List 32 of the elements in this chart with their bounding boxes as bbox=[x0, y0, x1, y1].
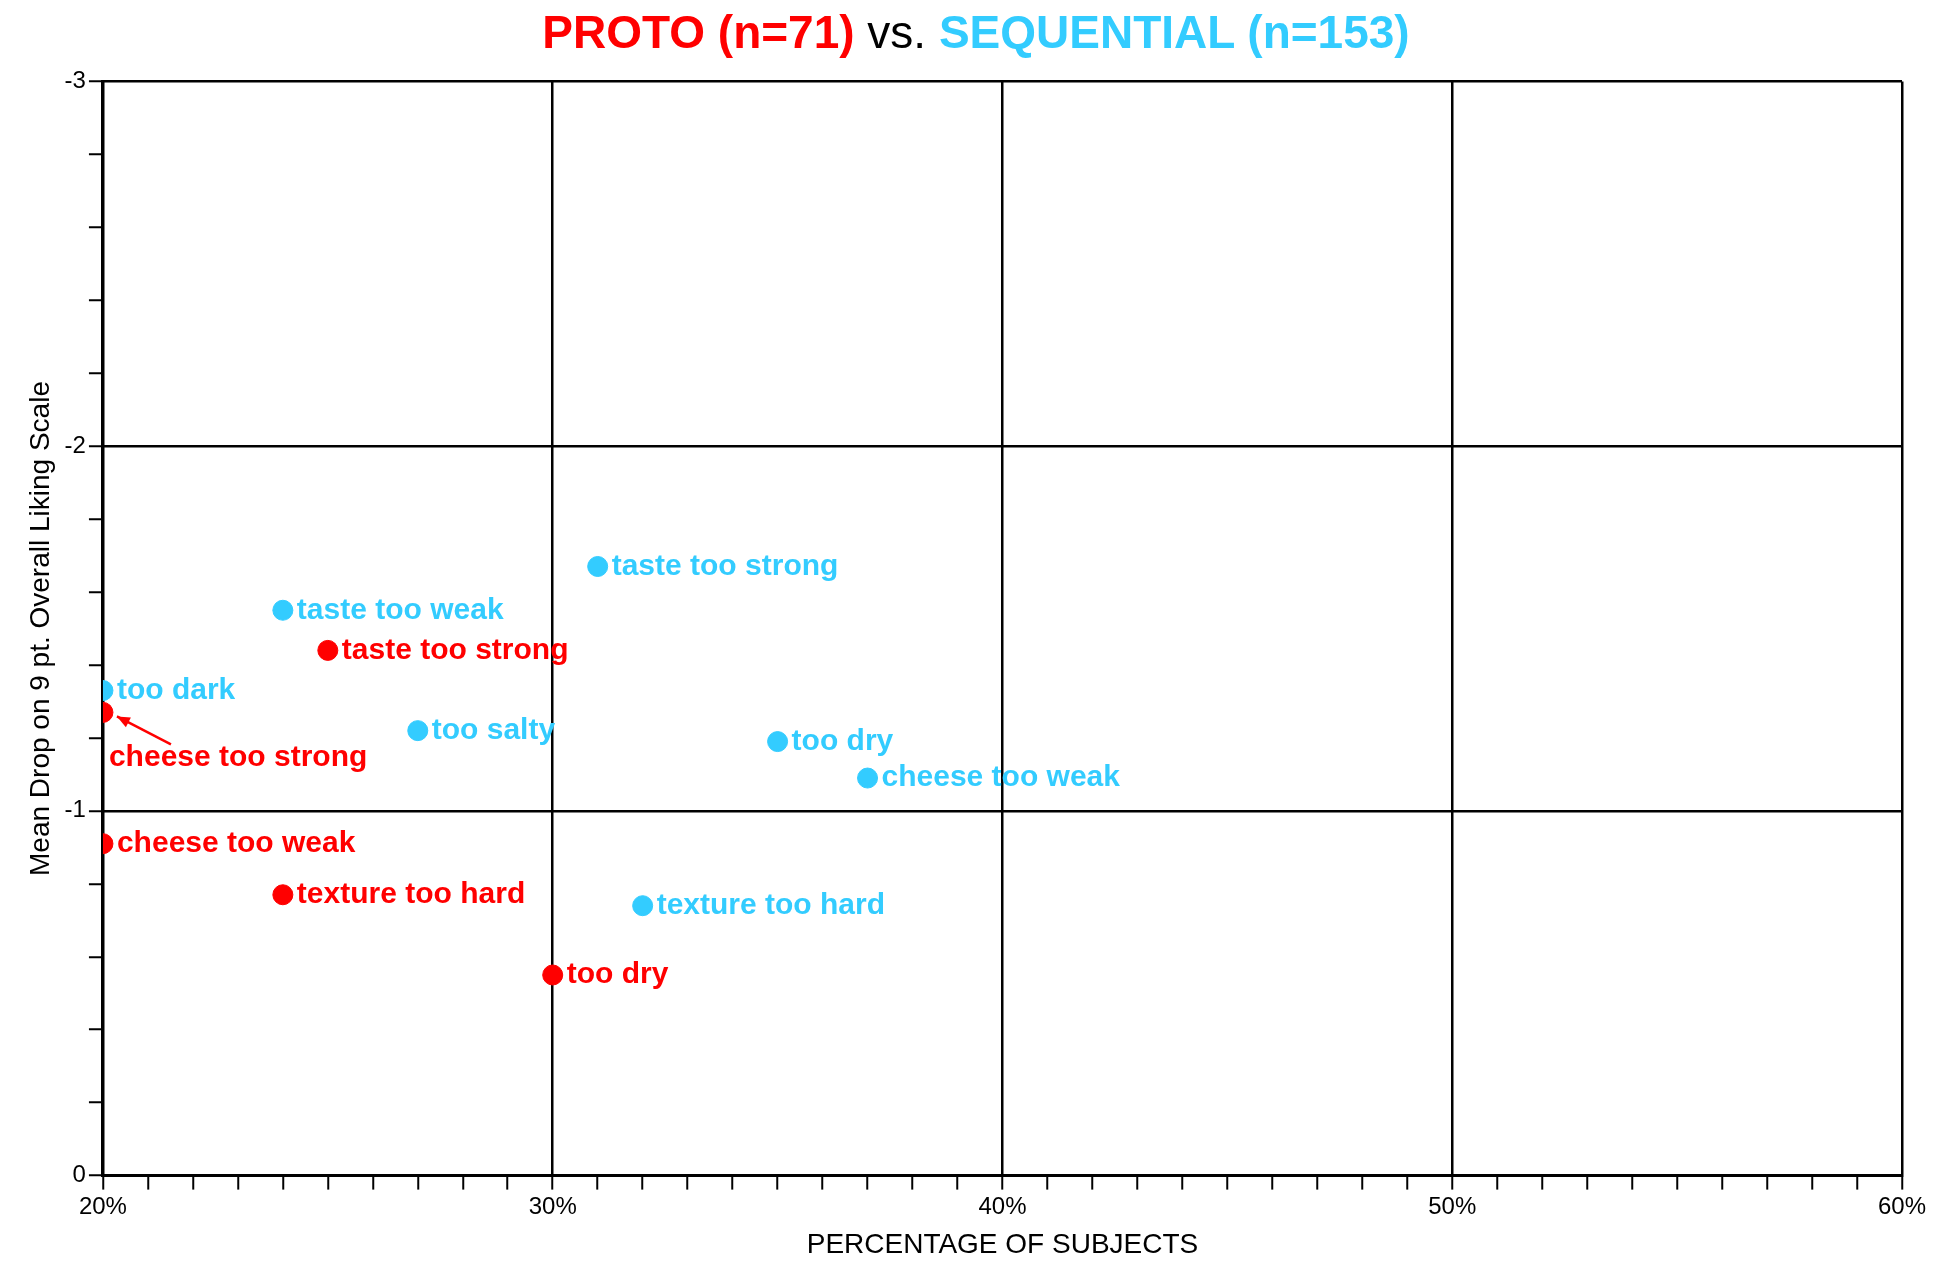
point bbox=[767, 731, 789, 753]
y-tick-label: -1 bbox=[64, 795, 86, 823]
x-tick-label: 50% bbox=[1428, 1191, 1477, 1219]
y-tick-label: -2 bbox=[64, 430, 86, 458]
y-tick-label: -3 bbox=[64, 66, 86, 94]
data-label: taste too strong bbox=[611, 547, 839, 581]
data-label: cheese too weak bbox=[116, 824, 356, 858]
data-label: texture too hard bbox=[656, 886, 886, 920]
chart-title: vs. bbox=[866, 6, 927, 58]
data-label: cheese too strong bbox=[108, 738, 368, 772]
y-axis-title: Mean Drop on 9 pt. Overall Liking Scale bbox=[23, 381, 55, 876]
x-tick-label: 30% bbox=[528, 1191, 577, 1219]
point bbox=[542, 964, 564, 986]
text: SEQUENTIAL (n=153) bbox=[937, 6, 1410, 58]
data-label: taste too weak bbox=[296, 591, 504, 625]
point bbox=[272, 599, 294, 621]
point bbox=[587, 556, 609, 577]
x-axis-title: PERCENTAGE OF SUBJECTS bbox=[806, 1227, 1199, 1259]
point bbox=[857, 767, 879, 789]
x-tick-label: 20% bbox=[78, 1191, 127, 1219]
y-tick-label: 0 bbox=[72, 1160, 86, 1188]
data-label: texture too hard bbox=[296, 876, 526, 910]
text: PROTO (n=71) bbox=[542, 6, 855, 58]
point bbox=[407, 720, 429, 742]
point bbox=[632, 895, 654, 917]
x-tick-label: 40% bbox=[978, 1191, 1027, 1219]
x-tick-label: 60% bbox=[1877, 1191, 1927, 1219]
data-label: too dark bbox=[116, 671, 236, 705]
data-label: too dry bbox=[566, 956, 669, 990]
data-label: too dry bbox=[791, 722, 894, 756]
point bbox=[317, 639, 339, 661]
point bbox=[272, 884, 294, 906]
